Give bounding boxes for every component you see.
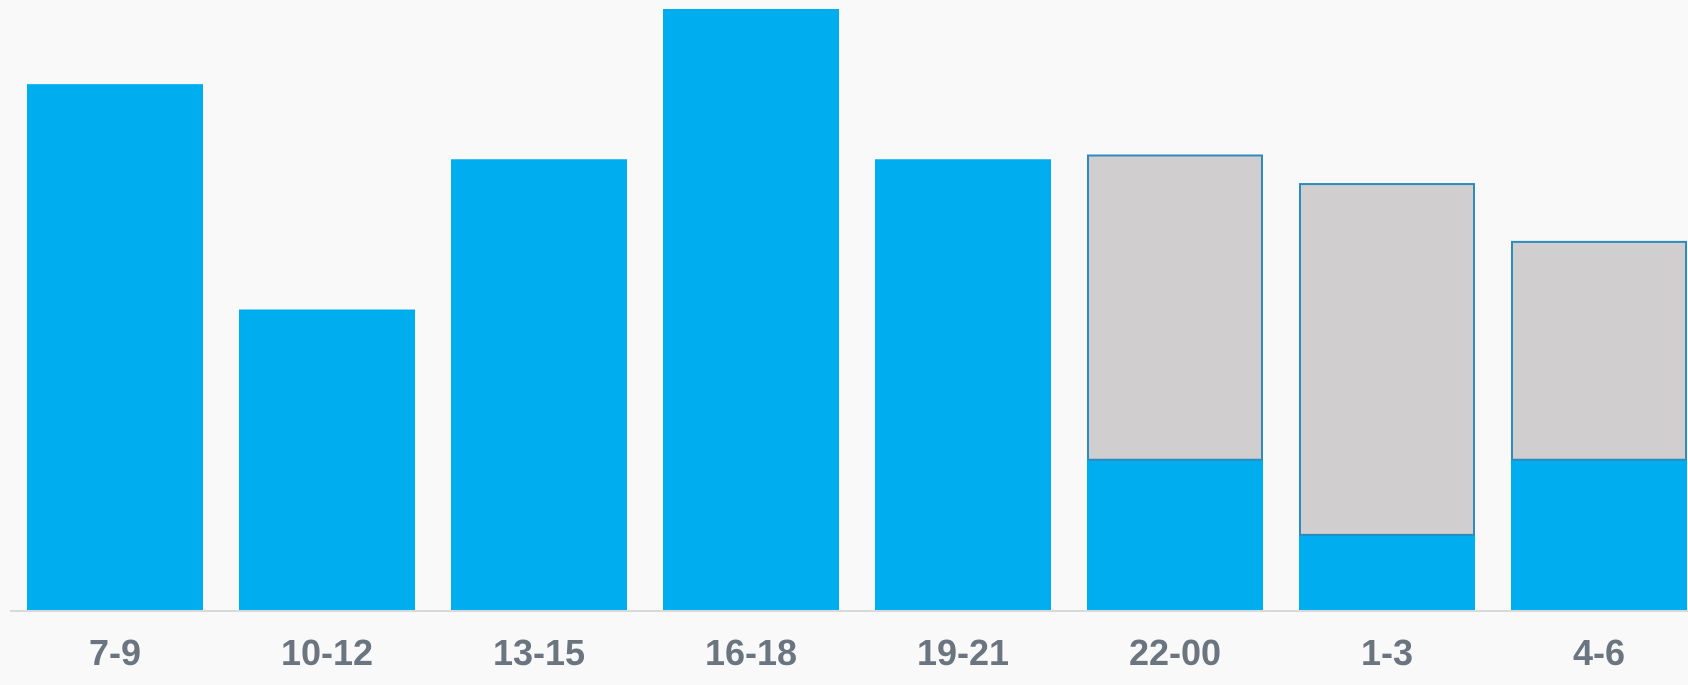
x-tick-labels: 7-9 10-12 13-15 16-18 19-21 22-00 1-3 4-6 xyxy=(89,632,1625,673)
x-tick-label-10-12: 10-12 xyxy=(281,632,373,673)
bar-22-00 xyxy=(1087,459,1263,610)
bar-13-15 xyxy=(451,159,627,610)
bar-19-21 xyxy=(875,159,1051,610)
x-tick-label-13-15: 13-15 xyxy=(493,632,585,673)
x-tick-label-7-9: 7-9 xyxy=(89,632,141,673)
bar-10-12 xyxy=(239,309,415,610)
stacked-segment-22-00 xyxy=(1087,154,1263,461)
x-tick-label-22-00: 22-00 xyxy=(1129,632,1221,673)
x-tick-label-4-6: 4-6 xyxy=(1573,632,1625,673)
bar-16-18 xyxy=(663,9,839,610)
bar-1-3 xyxy=(1299,534,1475,610)
x-tick-label-1-3: 1-3 xyxy=(1361,632,1413,673)
x-tick-label-19-21: 19-21 xyxy=(917,632,1009,673)
bars-layer xyxy=(27,9,1687,610)
bar-4-6 xyxy=(1511,459,1687,610)
stacked-segment-1-3 xyxy=(1299,183,1475,536)
x-tick-label-16-18: 16-18 xyxy=(705,632,797,673)
bar-7-9 xyxy=(27,84,203,610)
stacked-segment-4-6 xyxy=(1511,240,1687,461)
